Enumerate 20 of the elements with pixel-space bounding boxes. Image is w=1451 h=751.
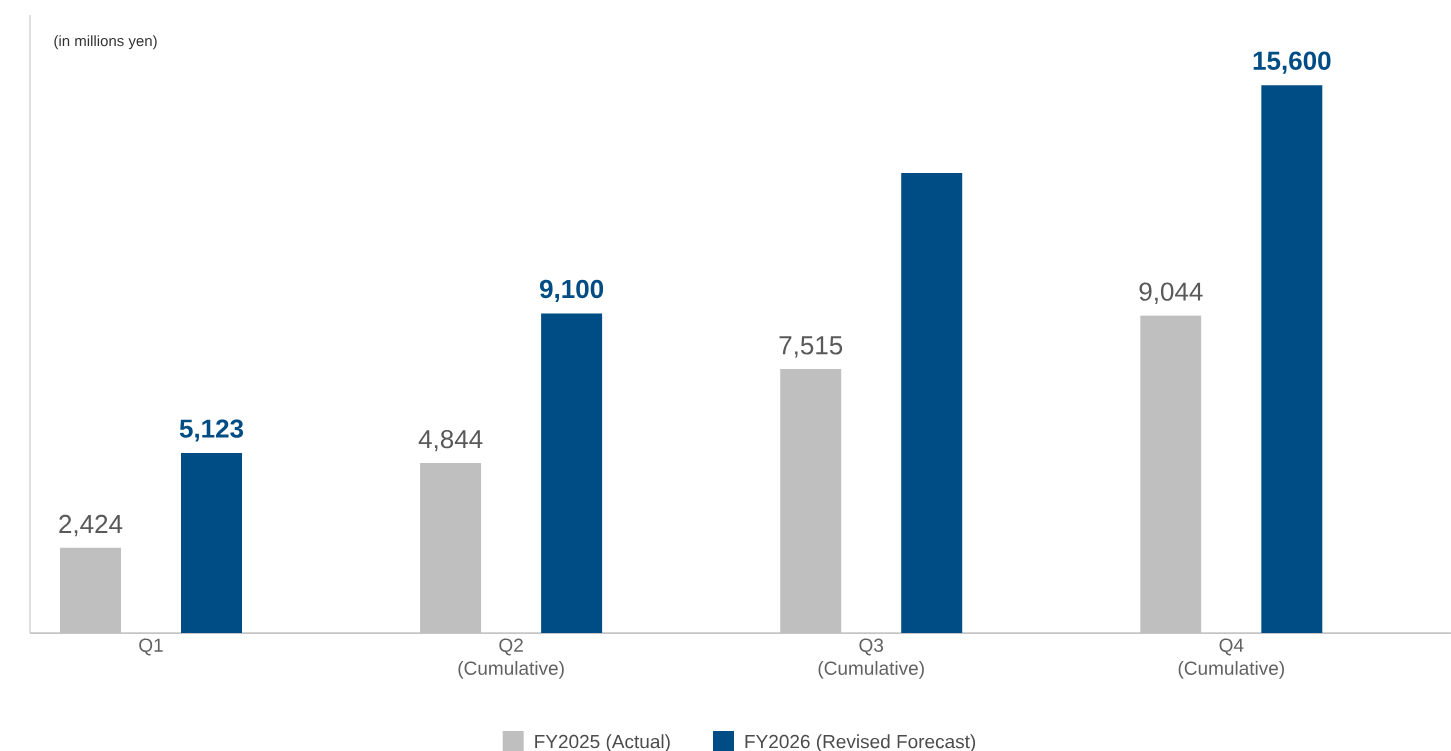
x-tick-label: Q3 (Cumulative) [818,638,924,679]
data-label: 9,100 [539,279,604,302]
data-label: 5,123 [179,419,244,442]
data-label: 7,515 [779,336,843,358]
x-tick-label: Q4 (Cumulative) [1178,638,1284,679]
bar [541,313,603,633]
bar [1261,85,1323,633]
annotation: (in millions yen) [54,35,157,50]
data-label: 2,424 [59,514,123,537]
data-label: 9,044 [1139,282,1203,304]
x-tick-label: Q1 [139,638,163,656]
data-label: 15,600 [1253,51,1331,74]
bar [1140,315,1202,633]
bar [60,547,122,633]
x-tick-label: Q2 (Cumulative) [458,638,564,679]
bar [780,369,842,633]
bar [181,453,243,633]
data-label: 4,844 [418,429,483,452]
bar [420,462,482,633]
bar [901,173,963,633]
